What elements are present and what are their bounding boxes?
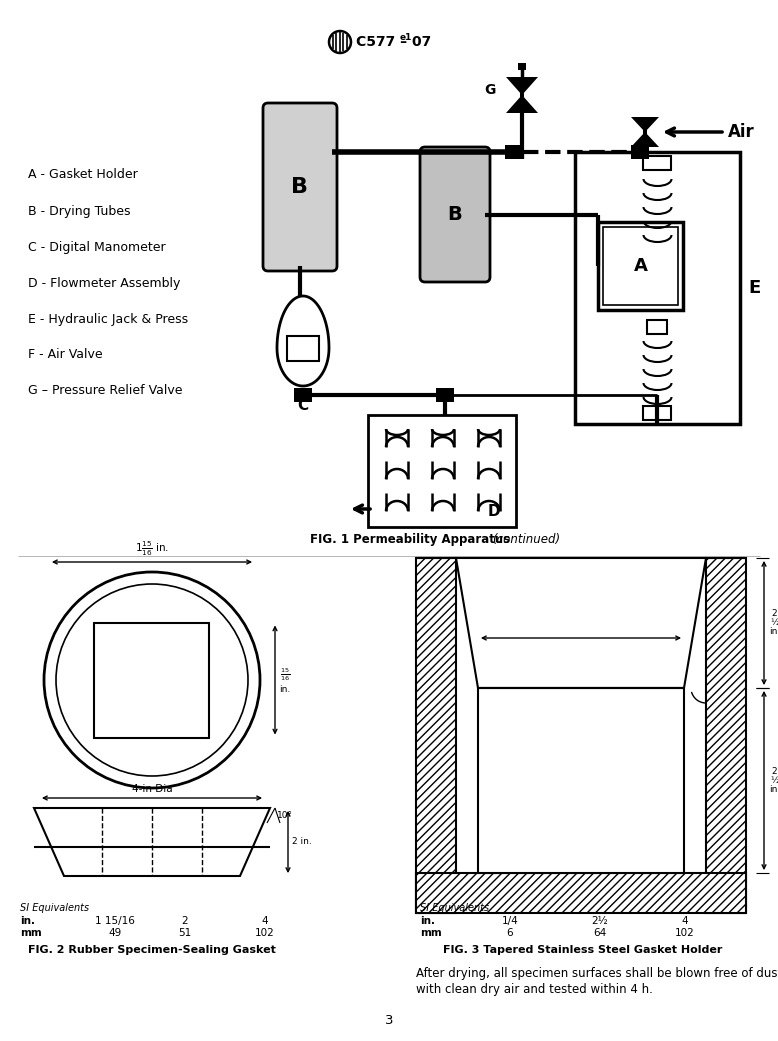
Text: C - Digital Manometer: C - Digital Manometer <box>28 240 166 254</box>
Polygon shape <box>456 558 706 688</box>
Text: with clean dry air and tested within 4 h.: with clean dry air and tested within 4 h… <box>416 983 653 995</box>
Text: G: G <box>485 83 496 97</box>
Bar <box>294 388 312 402</box>
Text: B: B <box>292 177 309 197</box>
Text: 102: 102 <box>255 928 275 938</box>
Polygon shape <box>631 117 659 132</box>
Text: E: E <box>748 279 760 297</box>
Text: A - Gasket Holder: A - Gasket Holder <box>28 169 138 181</box>
Bar <box>94 623 209 737</box>
Text: $\frac{4}{5}$—: $\frac{4}{5}$— <box>572 839 590 857</box>
Text: FIG. 2 Rubber Specimen-Sealing Gasket: FIG. 2 Rubber Specimen-Sealing Gasket <box>28 945 276 955</box>
Text: 2 in.: 2 in. <box>292 838 312 846</box>
Text: 2
½
in.: 2 ½ in. <box>769 609 778 636</box>
Text: D: D <box>488 505 500 519</box>
Text: 2: 2 <box>182 916 188 926</box>
Text: $1\frac{15}{16}$ in.: $1\frac{15}{16}$ in. <box>135 539 169 558</box>
Text: E - Hydraulic Jack & Press: E - Hydraulic Jack & Press <box>28 312 188 326</box>
FancyBboxPatch shape <box>420 147 490 282</box>
Text: FIG. 3 Tapered Stainless Steel Gasket Holder: FIG. 3 Tapered Stainless Steel Gasket Ho… <box>443 945 723 955</box>
Text: 3: 3 <box>385 1014 393 1026</box>
Bar <box>643 406 671 420</box>
Text: FIG. 1 Permeability Apparatus: FIG. 1 Permeability Apparatus <box>310 533 510 547</box>
Polygon shape <box>277 296 329 386</box>
Bar <box>643 130 647 134</box>
Text: B: B <box>447 205 462 224</box>
Text: D - Flowmeter Assembly: D - Flowmeter Assembly <box>28 277 180 289</box>
Bar <box>631 145 649 159</box>
Text: 1/4: 1/4 <box>502 916 518 926</box>
Text: in.: in. <box>20 916 35 926</box>
Text: $\frac{15}{16}$
in.: $\frac{15}{16}$ in. <box>279 666 290 693</box>
Text: G – Pressure Relief Valve: G – Pressure Relief Valve <box>28 384 183 398</box>
FancyBboxPatch shape <box>263 103 337 271</box>
Text: C: C <box>297 399 309 413</box>
Text: 4: 4 <box>261 916 268 926</box>
Text: F - Air Valve: F - Air Valve <box>28 349 103 361</box>
Polygon shape <box>506 95 538 113</box>
Text: 51: 51 <box>178 928 191 938</box>
Text: 49: 49 <box>108 928 121 938</box>
Text: in.: in. <box>420 916 435 926</box>
Text: 2½: 2½ <box>591 916 608 926</box>
Text: After drying, all specimen surfaces shall be blown free of dust: After drying, all specimen surfaces shal… <box>416 966 778 980</box>
Text: 1 15/16: 1 15/16 <box>95 916 135 926</box>
Polygon shape <box>34 808 270 875</box>
Text: 4-in Dia: 4-in Dia <box>131 784 172 794</box>
Polygon shape <box>631 132 659 147</box>
Bar <box>287 336 319 361</box>
Text: 8°: 8° <box>671 643 681 653</box>
Text: e1: e1 <box>400 32 412 42</box>
Text: F: F <box>641 152 650 164</box>
Bar <box>575 152 740 424</box>
Bar <box>416 558 456 913</box>
Text: 64: 64 <box>594 928 607 938</box>
Bar <box>416 873 746 913</box>
Text: A: A <box>633 257 647 275</box>
Bar <box>505 145 523 159</box>
Bar <box>706 558 746 913</box>
Text: C577 – 07: C577 – 07 <box>356 35 431 49</box>
Bar <box>368 415 516 527</box>
Text: SI Equivalents: SI Equivalents <box>420 903 489 913</box>
Bar <box>643 156 671 170</box>
Bar <box>647 242 668 256</box>
Text: 4: 4 <box>682 916 689 926</box>
Text: (continued): (continued) <box>492 533 560 547</box>
Bar <box>478 688 684 873</box>
Bar <box>598 222 683 310</box>
Bar <box>603 227 678 305</box>
Text: SI Equivalents: SI Equivalents <box>20 903 89 913</box>
Bar <box>436 388 454 402</box>
Text: mm: mm <box>420 928 442 938</box>
Bar <box>647 320 668 334</box>
Bar <box>520 93 524 97</box>
Text: 4-in. Dia: 4-in. Dia <box>559 623 603 633</box>
Bar <box>518 64 526 70</box>
Text: 102: 102 <box>675 928 695 938</box>
Text: 2
½
in.: 2 ½ in. <box>769 767 778 794</box>
Text: 10°: 10° <box>277 812 293 820</box>
Text: 6: 6 <box>506 928 513 938</box>
Text: Air: Air <box>728 123 755 141</box>
Polygon shape <box>506 77 538 95</box>
Text: B - Drying Tubes: B - Drying Tubes <box>28 204 131 218</box>
Text: mm: mm <box>20 928 42 938</box>
